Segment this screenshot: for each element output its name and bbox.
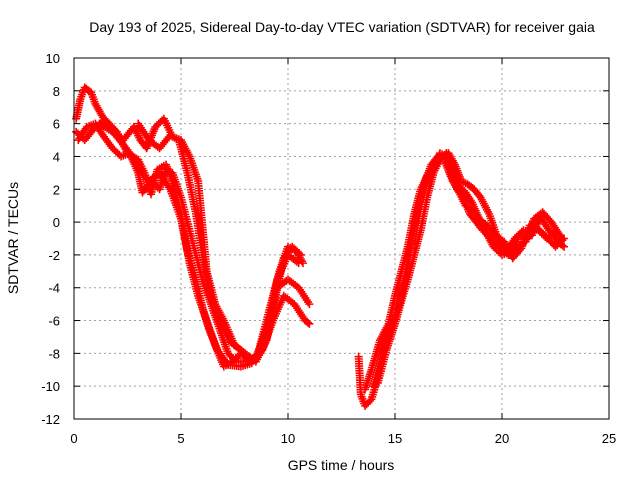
x-tick-label: 0 [70,431,77,446]
y-tick-label: -4 [48,281,60,296]
y-tick-label: 0 [53,215,60,230]
data-point [305,300,314,309]
x-tick-label: 10 [281,431,295,446]
chart-title: Day 193 of 2025, Sidereal Day-to-day VTE… [89,19,595,35]
y-tick-label: 4 [53,149,60,164]
data-point [252,351,261,360]
data-point [303,318,312,327]
y-tick-label: 6 [53,117,60,132]
y-tick-label: -6 [48,314,60,329]
data-point [298,259,307,268]
y-tick-label: -12 [41,412,60,427]
y-tick-label: 10 [46,51,60,66]
data-point [365,396,374,405]
x-tick-label: 15 [388,431,402,446]
x-axis-label: GPS time / hours [288,457,395,473]
x-tick-label: 25 [602,431,616,446]
y-tick-label: 8 [53,84,60,99]
data-point [560,242,569,251]
series-trace-i [361,149,566,394]
data-point [305,319,314,328]
plot-frame [73,57,610,420]
y-tick-label: 2 [53,182,60,197]
y-axis-label: SDTVAR / TECUs [5,182,21,294]
y-tick-label: -8 [48,346,60,361]
data-point [230,355,239,364]
series-trace-e [134,119,307,366]
x-tick-label: 20 [495,431,509,446]
y-tick-label: -10 [41,379,60,394]
data-point [556,232,565,241]
x-tick-label: 5 [177,431,184,446]
data-point [557,234,566,243]
y-tick-label: -2 [48,248,60,263]
data-points [72,83,569,410]
